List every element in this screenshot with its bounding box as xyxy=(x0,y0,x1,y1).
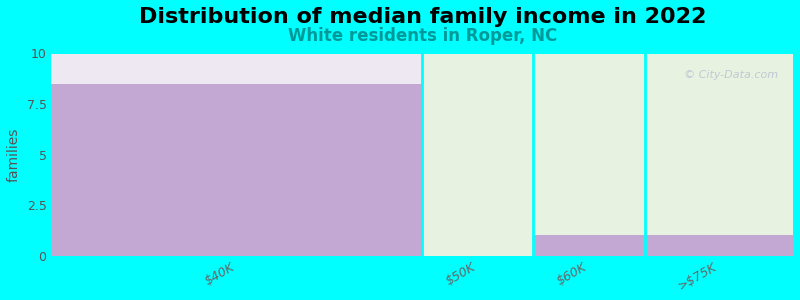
Bar xyxy=(51,84,422,256)
Y-axis label: families: families xyxy=(7,127,21,182)
Bar xyxy=(645,53,793,256)
Text: White residents in Roper, NC: White residents in Roper, NC xyxy=(287,27,557,45)
Bar xyxy=(51,53,422,256)
Bar xyxy=(534,236,645,256)
Bar xyxy=(534,53,645,256)
Text: © City-Data.com: © City-Data.com xyxy=(684,70,778,80)
Title: Distribution of median family income in 2022: Distribution of median family income in … xyxy=(138,7,706,27)
Bar xyxy=(645,236,793,256)
Bar xyxy=(422,53,534,256)
